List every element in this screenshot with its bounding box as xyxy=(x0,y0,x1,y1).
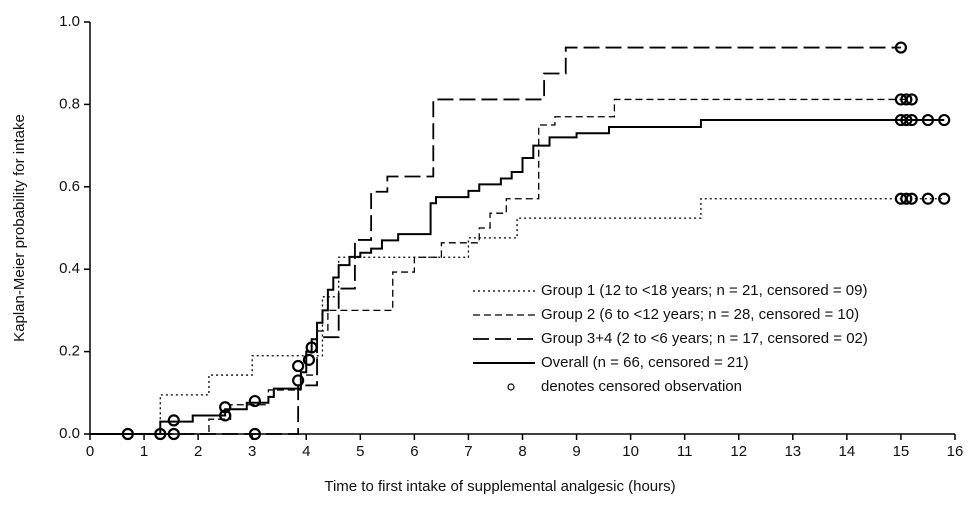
legend-label: Group 2 (6 to <12 years; n = 28, censore… xyxy=(541,306,859,323)
legend-label: Overall (n = 66, censored = 21) xyxy=(541,354,749,371)
y-tick-label: 0.0 xyxy=(59,425,80,442)
x-tick-label: 1 xyxy=(140,443,148,460)
censored-marker xyxy=(248,394,261,408)
x-tick-label: 8 xyxy=(518,443,526,460)
x-tick-label: 13 xyxy=(784,443,801,460)
x-axis-title: Time to first intake of supplemental ana… xyxy=(324,478,675,495)
censored-marker xyxy=(938,192,951,205)
legend-label: Group 3+4 (2 to <6 years; n = 17, censor… xyxy=(541,330,868,347)
x-tick-label: 12 xyxy=(730,443,747,460)
km-curve xyxy=(90,119,945,435)
x-tick-label: 9 xyxy=(572,443,580,460)
x-tick-label: 7 xyxy=(464,443,472,460)
y-tick-label: 0.2 xyxy=(59,343,80,360)
legend-label: Group 1 (12 to <18 years; n = 21, censor… xyxy=(541,282,867,299)
y-tick-label: 1.0 xyxy=(59,13,80,30)
censored-marker xyxy=(921,192,935,205)
x-tick-label: 0 xyxy=(86,443,94,460)
censored-marker xyxy=(305,341,318,354)
censored-marker xyxy=(905,192,918,205)
censored-marker xyxy=(900,93,913,106)
x-tick-label: 4 xyxy=(302,443,310,460)
y-tick-label: 0.6 xyxy=(59,178,80,195)
x-tick-label: 14 xyxy=(839,443,856,460)
x-tick-label: 15 xyxy=(893,443,910,460)
y-tick-label: 0.4 xyxy=(59,260,80,277)
censored-marker xyxy=(121,427,134,441)
censored-marker xyxy=(292,359,305,373)
censored-marker xyxy=(938,113,951,127)
km-curve xyxy=(90,46,901,435)
censored-marker xyxy=(167,427,180,441)
censored-marker xyxy=(905,93,918,106)
censored-marker xyxy=(905,113,918,127)
legend-censored-symbol xyxy=(507,383,515,391)
censored-marker xyxy=(921,113,935,127)
y-axis-title: Kaplan-Meier probability for intake xyxy=(11,114,28,342)
censored-marker xyxy=(154,427,167,441)
x-tick-label: 11 xyxy=(677,443,693,460)
censored-marker xyxy=(900,113,913,127)
censored-marker xyxy=(167,414,180,427)
censored-marker xyxy=(894,41,908,54)
x-tick-label: 5 xyxy=(356,443,364,460)
censored-marker xyxy=(292,374,305,387)
censored-marker xyxy=(302,353,316,366)
x-tick-label: 3 xyxy=(248,443,256,460)
km-curve xyxy=(90,98,912,435)
censored-marker xyxy=(219,401,232,414)
censored-marker xyxy=(219,409,232,422)
x-tick-label: 10 xyxy=(622,443,639,460)
x-tick-label: 6 xyxy=(410,443,418,460)
censored-marker xyxy=(248,427,261,441)
legend-label: denotes censored observation xyxy=(541,378,742,395)
x-tick-label: 16 xyxy=(947,443,964,460)
y-tick-label: 0.8 xyxy=(59,95,80,112)
censored-marker xyxy=(900,192,913,205)
x-tick-label: 2 xyxy=(194,443,202,460)
